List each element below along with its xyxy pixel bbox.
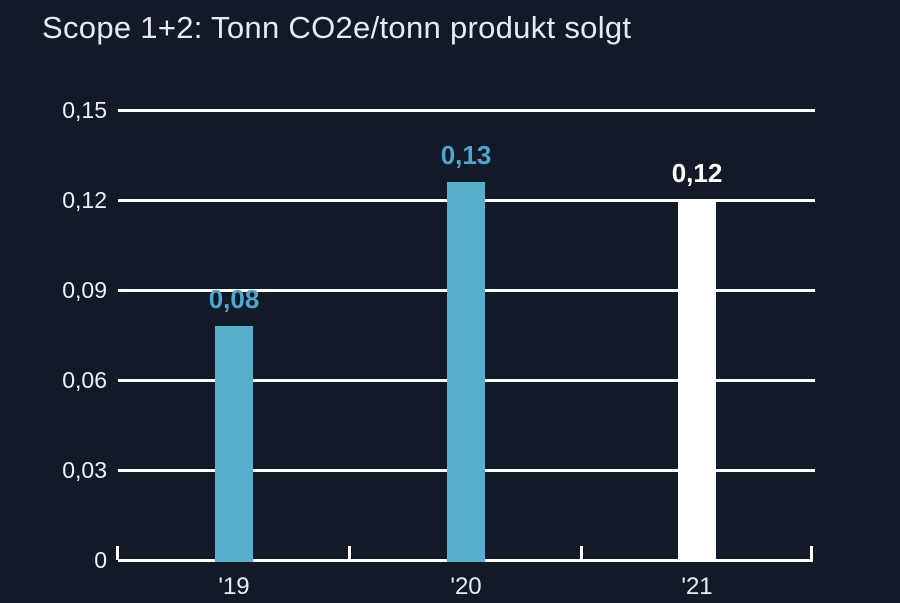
- x-axis-tick: [348, 546, 351, 560]
- y-axis-tick-label: 0,03: [62, 457, 107, 483]
- x-axis-category-label: '20: [450, 573, 482, 600]
- bar-20: [447, 182, 485, 562]
- bar-value-label: 0,13: [440, 140, 492, 170]
- chart-title: Scope 1+2: Tonn CO2e/tonn produkt solgt: [42, 10, 632, 45]
- bar-value-label: 0,12: [671, 158, 723, 188]
- x-axis-tick: [580, 546, 583, 560]
- y-axis-tick-label: 0,09: [62, 277, 107, 303]
- bar-21: [678, 200, 716, 562]
- bar-value-label: 0,08: [208, 284, 260, 314]
- x-axis-category-label: '21: [681, 573, 713, 600]
- x-axis-tick: [116, 546, 119, 560]
- x-axis-tick: [810, 546, 813, 560]
- y-gridline: [118, 109, 815, 112]
- x-axis-category-label: '19: [218, 573, 250, 600]
- y-axis-tick-label: 0,15: [62, 97, 107, 123]
- bar-19: [215, 326, 253, 562]
- y-axis-tick-label: 0,06: [62, 367, 107, 393]
- y-axis-tick-label: 0: [94, 547, 107, 573]
- y-axis-tick-label: 0,12: [62, 187, 107, 213]
